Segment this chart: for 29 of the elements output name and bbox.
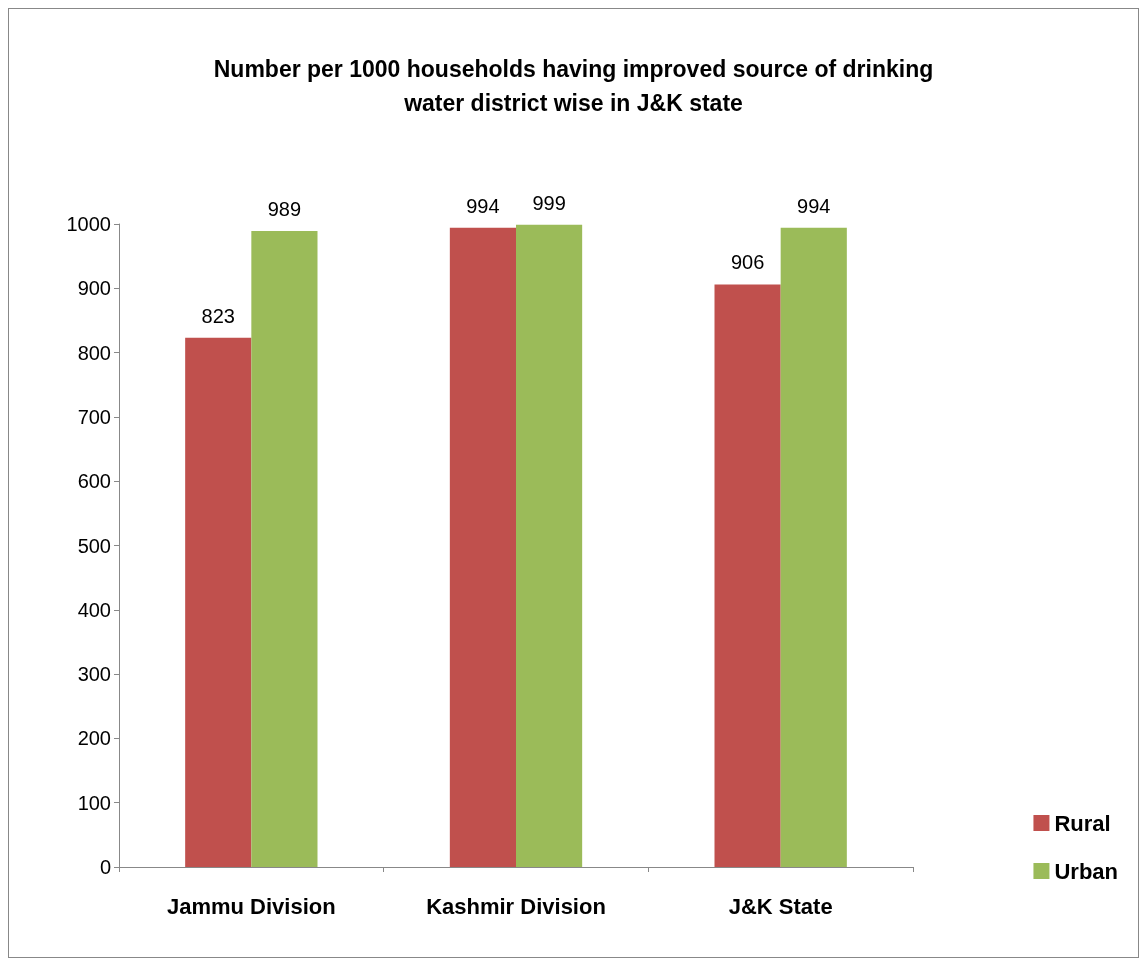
data-label: 999: [532, 191, 566, 214]
y-tick-label: 600: [77, 470, 111, 493]
x-tick-label: J&K State: [728, 893, 833, 919]
data-label: 989: [267, 198, 302, 221]
data-label: 994: [466, 194, 500, 217]
bar: [185, 337, 252, 867]
y-tick-label: 0: [99, 856, 111, 878]
x-tick-label: Jammu Division: [166, 893, 336, 919]
y-tick-label: 300: [77, 663, 111, 686]
y-tick-label: 900: [77, 277, 111, 300]
legend-label: Urban: [1054, 858, 1118, 884]
y-tick-label: 200: [77, 727, 111, 750]
chart-title: Number per 1000 households having improved source of drinking water district wise in J&K state: [213, 56, 934, 116]
data-label: 906: [730, 251, 765, 274]
y-tick-label: 400: [77, 598, 111, 621]
y-tick-label: 100: [77, 791, 111, 814]
y-tick-label: 800: [77, 341, 111, 364]
x-tick-label: Kashmir Division: [426, 893, 606, 919]
bar: [516, 224, 583, 867]
y-tick-label: 700: [77, 405, 111, 428]
bar: [780, 227, 847, 867]
data-label: 823: [201, 304, 235, 327]
bar: [251, 231, 318, 867]
y-tick-label: 1000: [66, 213, 111, 235]
bar: [714, 284, 781, 867]
data-label: 994: [797, 194, 831, 217]
y-tick-label: 500: [77, 534, 111, 557]
legend-label: Rural: [1054, 810, 1111, 836]
bar: [449, 227, 516, 867]
